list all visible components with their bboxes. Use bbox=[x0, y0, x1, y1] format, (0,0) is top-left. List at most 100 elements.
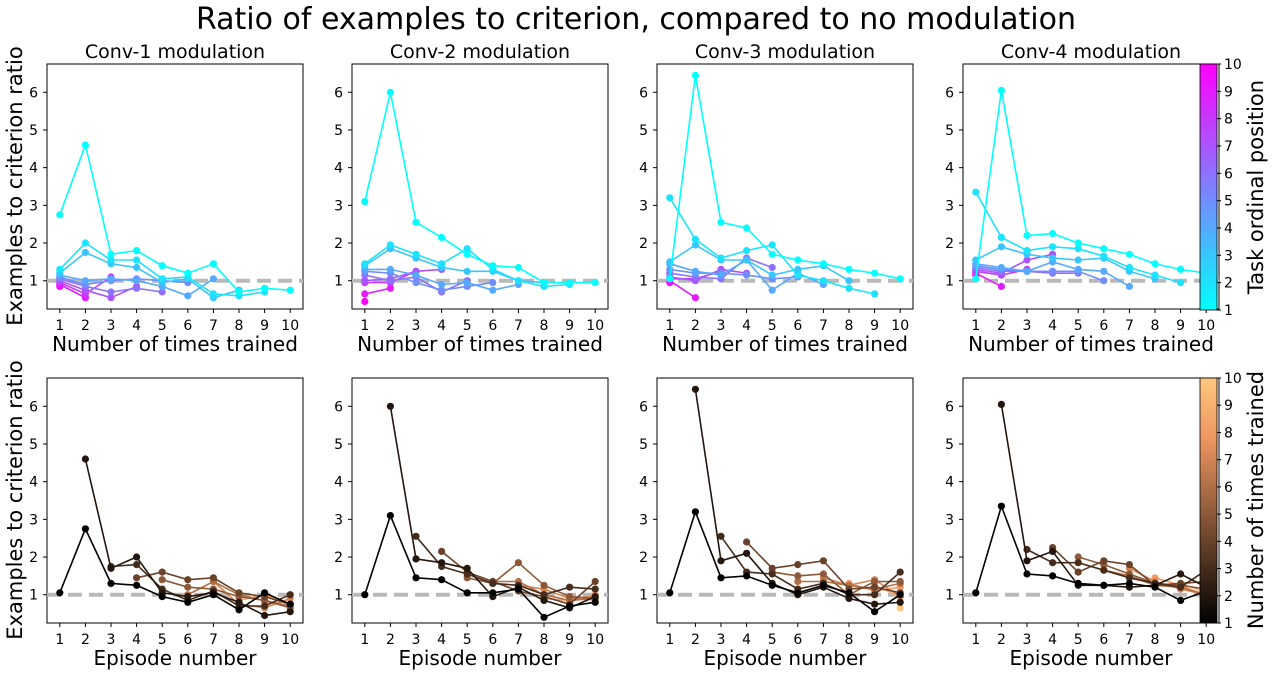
panel-6-xtick-label: 2 bbox=[386, 632, 395, 648]
panel-7-frame bbox=[656, 377, 914, 624]
panel-5-series-1 bbox=[56, 525, 294, 614]
panel-3-series-2-point bbox=[768, 241, 776, 249]
panel-6-xtick-label: 6 bbox=[488, 632, 497, 648]
panel-7-ytick-label: 3 bbox=[639, 512, 648, 528]
panel-3-xtick-label: 1 bbox=[665, 318, 674, 334]
panel-8-xtick-label: 6 bbox=[1099, 632, 1108, 648]
panel-4-xtick-label: 6 bbox=[1099, 318, 1108, 334]
panel-5-series-4-point bbox=[133, 574, 141, 582]
panel-8-series-1-point bbox=[1049, 572, 1057, 580]
panel-8-series-3-line bbox=[1026, 548, 1207, 589]
panel-7-ytick-label: 4 bbox=[639, 475, 648, 491]
panel-4-series-1-point bbox=[997, 86, 1006, 94]
panel-4-series-2-point bbox=[1049, 243, 1057, 251]
panel-6-series-2-point bbox=[540, 596, 548, 605]
panel-5-series-4-point bbox=[235, 589, 243, 597]
panel-5-series-1-point bbox=[158, 593, 166, 601]
panel-2-series-4-point bbox=[412, 271, 420, 279]
panel-7-xtick-label: 1 bbox=[665, 632, 674, 648]
panel-1-series-1-point bbox=[209, 260, 217, 268]
panel-5-series-1-point bbox=[133, 581, 141, 589]
panel-1-series-6-point bbox=[158, 288, 166, 296]
panel-4-series-1 bbox=[972, 86, 1210, 283]
panel-7-series-1 bbox=[666, 508, 904, 616]
panel-6-series-1-point bbox=[412, 574, 420, 582]
panel-2-series-5-line bbox=[364, 270, 493, 292]
panel-6-series-5-point bbox=[540, 581, 548, 589]
panel-8-ytick-label: 3 bbox=[945, 512, 954, 528]
panel-1-xtick-label: 7 bbox=[209, 318, 218, 334]
panel-5-series-1-point bbox=[261, 589, 269, 597]
panel-6-xtick-label: 10 bbox=[586, 632, 604, 648]
panel-8-xtick-label: 1 bbox=[971, 632, 980, 648]
colorbar-bottom-tick-label: 9 bbox=[1224, 398, 1233, 414]
panel-4-series-1-point bbox=[1151, 260, 1159, 268]
row1-ylabel: Examples to criterion ratio bbox=[3, 46, 27, 325]
panel-6-series-1-point bbox=[591, 598, 599, 606]
panel-8-xtick-label: 2 bbox=[997, 632, 1006, 648]
panel-3-series-1 bbox=[666, 71, 904, 283]
panel-1-xtick-label: 3 bbox=[107, 318, 116, 334]
panel-6-series-1-point bbox=[361, 591, 369, 599]
panel-1-series-1-point bbox=[184, 269, 192, 277]
panel-6-series-5-point bbox=[514, 559, 523, 567]
panel-5-xlabel: Episode number bbox=[94, 646, 258, 670]
panel-2-series-2-point bbox=[386, 241, 394, 249]
panel-4-series-1-point bbox=[1023, 231, 1031, 240]
panel-1-xtick-label: 4 bbox=[132, 318, 141, 334]
panel-3-series-1-point bbox=[768, 250, 776, 258]
panel-6-series-2-point bbox=[438, 559, 446, 567]
panel-2-series-4-point bbox=[463, 279, 471, 287]
panel-3-series-2-point bbox=[871, 290, 879, 298]
panel-6-series-1-point bbox=[514, 585, 523, 593]
panel-6-xtick-label: 3 bbox=[412, 632, 421, 648]
colorbar-top bbox=[1199, 63, 1218, 311]
panel-7-series-2-point bbox=[717, 557, 725, 565]
panel-3-xtick-label: 3 bbox=[717, 318, 726, 334]
panel-8-series-1-point bbox=[1177, 596, 1185, 605]
panel-7-xtick-label: 2 bbox=[691, 632, 700, 648]
panel-7-series-3-point bbox=[768, 570, 776, 578]
panel-7-series-1-point bbox=[845, 589, 853, 597]
panel-1-series-1 bbox=[56, 141, 294, 296]
panel-8-xlabel: Episode number bbox=[1010, 646, 1174, 670]
panel-6-series-5-point bbox=[566, 593, 574, 601]
panel-3-series-1-point bbox=[819, 260, 828, 268]
panel-5-series-2-point bbox=[286, 608, 294, 616]
panel-7-series-1-point bbox=[691, 508, 700, 516]
panel-3-frame bbox=[656, 63, 914, 310]
panel-3-series-1-point bbox=[896, 275, 904, 283]
panel-5-ytick-label: 4 bbox=[29, 475, 38, 491]
panel-2-xtick-label: 6 bbox=[488, 318, 497, 334]
panel-8-series-1-point bbox=[997, 502, 1006, 510]
panel-2-series-2-point bbox=[361, 260, 369, 268]
panel-4-series-3-point bbox=[997, 243, 1006, 251]
panel-2-series-1-point bbox=[540, 279, 548, 287]
panel-3-series-4-point bbox=[691, 267, 700, 275]
panel-4-xtick-label: 7 bbox=[1125, 318, 1134, 334]
panel-4-frame bbox=[962, 63, 1220, 310]
panel-7-series-1-point bbox=[717, 574, 725, 582]
panel-2-ytick-label: 2 bbox=[334, 236, 343, 252]
panel-3-series-5-line bbox=[669, 268, 798, 280]
panel-1-xtick-label: 2 bbox=[81, 318, 90, 334]
colorbar-bottom-tick-label: 6 bbox=[1224, 480, 1233, 496]
panel-6-series-1 bbox=[361, 511, 599, 621]
panel-7-xtick-label: 9 bbox=[870, 632, 879, 648]
panel-1-xtick-label: 1 bbox=[55, 318, 64, 334]
panel-7-series-6-point bbox=[794, 577, 802, 586]
panel-3-series-1-point bbox=[794, 256, 802, 264]
panel-2-series-4-point bbox=[438, 280, 446, 289]
panel-4-ytick-label: 1 bbox=[945, 274, 954, 290]
panel-2-xtick-label: 3 bbox=[412, 318, 421, 334]
panel-8-series-2-point bbox=[1049, 547, 1057, 556]
panel-1-xlabel: Number of times trained bbox=[52, 332, 298, 356]
panel-3-title: Conv-3 modulation bbox=[695, 41, 875, 63]
panel-5-series-1-point bbox=[286, 600, 294, 608]
panel-8-xtick-label: 5 bbox=[1074, 632, 1083, 648]
panel-1-series-1-point bbox=[261, 284, 269, 292]
panel-7-xlabel: Episode number bbox=[704, 646, 868, 670]
panel-8-ytick-label: 4 bbox=[945, 475, 954, 491]
